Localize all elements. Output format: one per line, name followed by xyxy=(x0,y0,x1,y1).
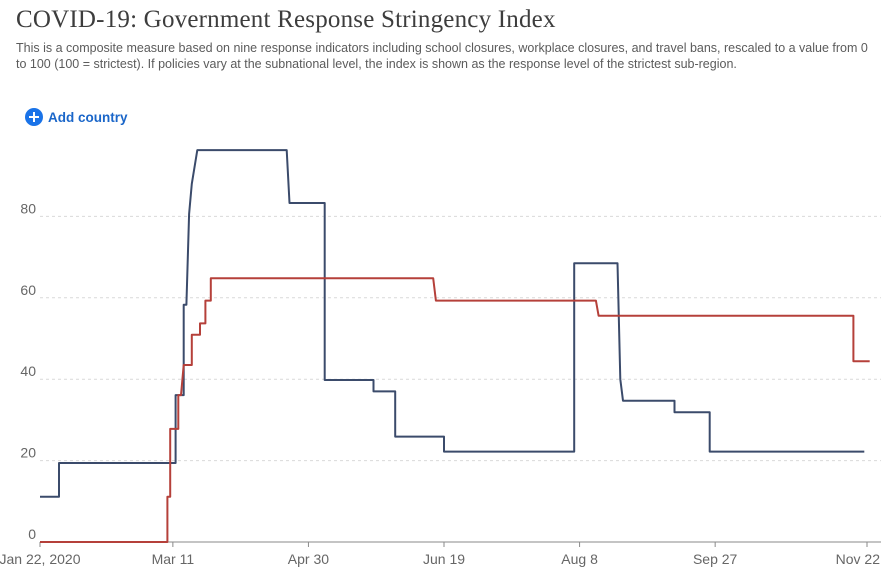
x-tick-label: Jun 19 xyxy=(423,551,465,567)
y-tick-label: 0 xyxy=(28,526,36,542)
chart-subtitle: This is a composite measure based on nin… xyxy=(16,41,868,71)
y-tick-label: 20 xyxy=(20,445,36,461)
x-tick-label: Mar 11 xyxy=(152,551,195,567)
y-tick-label: 80 xyxy=(20,200,36,216)
series-line-2 xyxy=(40,277,870,543)
y-tick-label: 60 xyxy=(20,282,36,298)
y-axis-ticks: 0 20 40 60 80 xyxy=(20,200,36,542)
plus-circle-icon xyxy=(25,108,43,126)
series-lines xyxy=(40,149,870,543)
series-line-1 xyxy=(40,149,865,498)
x-tick-label: Aug 8 xyxy=(561,551,598,567)
add-country-button[interactable]: Add country xyxy=(25,108,128,126)
x-tick-label: Nov 22 xyxy=(836,551,881,567)
gridlines xyxy=(40,215,881,543)
chart-title: COVID-19: Government Response Stringency… xyxy=(16,6,556,33)
x-tick-label: Apr 30 xyxy=(288,551,329,567)
y-tick-label: 40 xyxy=(20,363,36,379)
x-axis-ticks: Jan 22, 2020 Mar 11 Apr 30 Jun 19 Aug 8 Sep 2… xyxy=(0,542,880,567)
x-tick-label: Jan 22, 2020 xyxy=(0,551,81,567)
x-tick-label: Sep 27 xyxy=(693,551,738,567)
add-country-label: Add country xyxy=(48,109,128,125)
